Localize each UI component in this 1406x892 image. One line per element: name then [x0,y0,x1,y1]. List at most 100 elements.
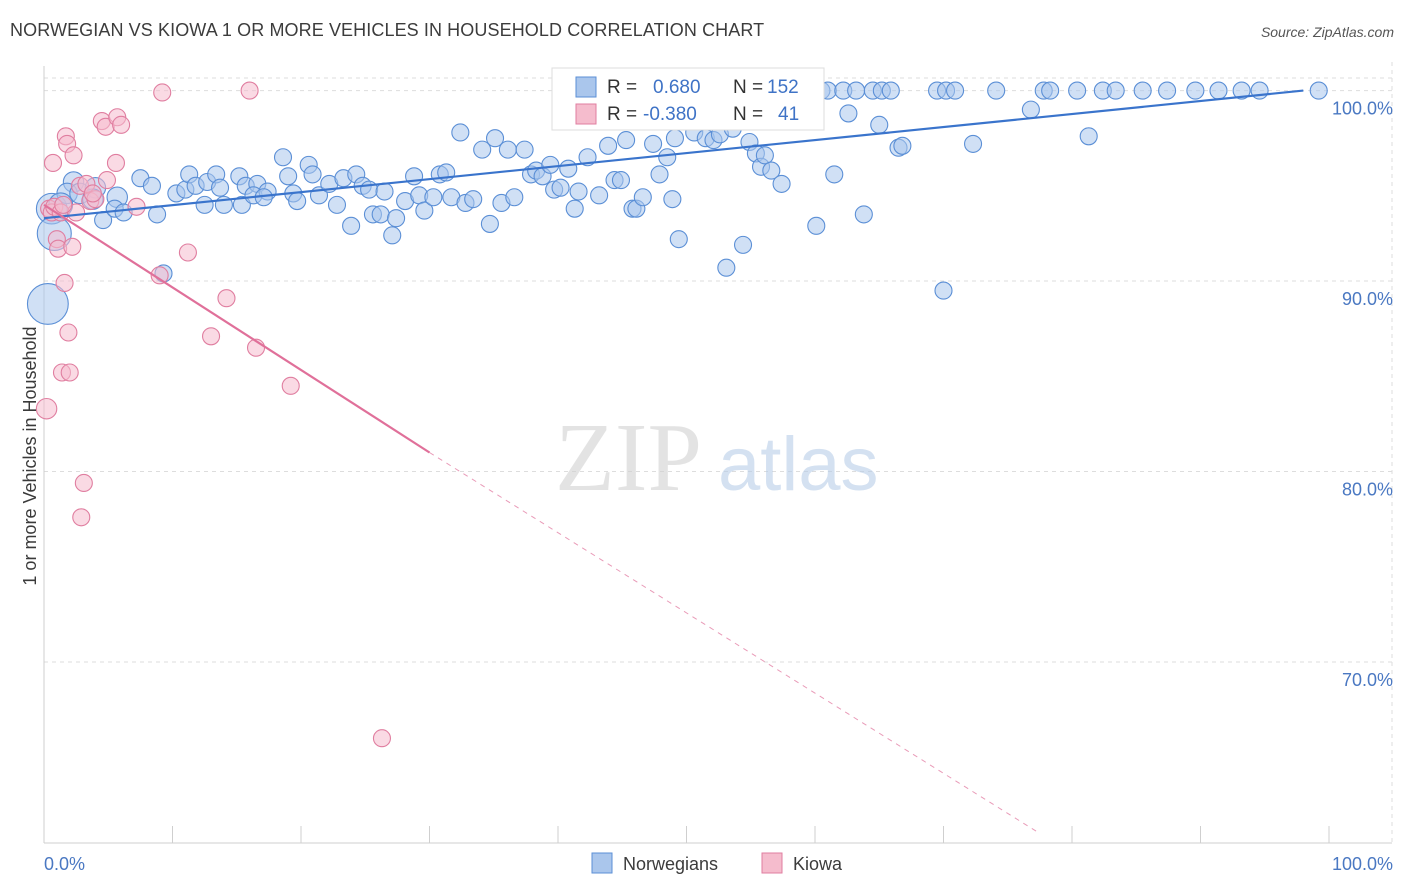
n-value-kiowa: 41 [778,104,799,125]
r-label-kiowa: R = [607,104,637,125]
point-norwegians [658,148,677,167]
point-norwegians [1068,81,1087,100]
point-norwegians [599,136,618,155]
point-norwegians [142,176,161,195]
point-norwegians [762,161,781,180]
point-norwegians [327,195,347,214]
point-kiowa [43,153,63,173]
point-norwegians [825,165,844,184]
point-norwegians [669,230,688,249]
point-norwegians [387,209,406,228]
point-norwegians [881,81,900,100]
stats-swatch-norwegians [575,76,597,98]
point-norwegians [1106,81,1125,100]
r-value-norwegians: 0.680 [653,77,701,98]
point-norwegians [375,182,394,201]
point-kiowa [60,363,79,382]
point-kiowa [281,376,300,395]
point-norwegians [964,134,983,153]
point-norwegians [279,167,298,186]
point-norwegians [1041,81,1060,100]
legend-label-kiowa: Kiowa [793,854,843,874]
point-norwegians [383,226,402,245]
point-kiowa [64,146,83,165]
legend-swatch-norwegians [591,852,613,874]
point-norwegians [611,171,631,190]
point-kiowa [106,153,126,173]
point-norwegians [26,282,69,325]
point-norwegians [934,281,953,300]
point-norwegians [569,182,588,201]
point-norwegians [946,81,965,100]
point-norwegians [893,136,912,155]
point-norwegians [480,214,499,233]
x-tick-label-max: 100.0% [1332,854,1393,874]
legend-label-norwegians: Norwegians [623,854,718,874]
point-norwegians [498,140,517,159]
point-kiowa [97,171,117,190]
point-norwegians [1158,81,1177,100]
watermark-atlas: atlas [718,422,879,507]
point-norwegians [839,104,858,123]
point-kiowa [63,237,82,256]
point-kiowa [240,81,259,100]
point-norwegians [485,129,505,148]
y-tick-label: 80.0% [1342,480,1393,500]
x-tick-label-min: 0.0% [44,854,85,874]
trend-layer [43,89,1304,834]
r-label-norwegians: R = [607,77,637,98]
point-norwegians [473,140,492,159]
point-kiowa [153,83,172,102]
point-norwegians [578,148,597,167]
point-norwegians [665,129,684,148]
source-label: Source: ZipAtlas.com [1260,24,1394,40]
point-norwegians [505,188,524,207]
legend-swatch-kiowa [761,852,783,874]
n-value-norwegians: 152 [767,77,799,98]
point-norwegians [273,148,293,167]
point-norwegians [854,205,873,224]
point-norwegians [617,131,636,150]
point-kiowa [150,266,169,285]
point-norwegians [451,123,470,142]
point-norwegians [1186,81,1205,100]
point-norwegians [1133,81,1152,100]
point-norwegians [424,188,443,207]
point-norwegians [551,178,570,197]
point-norwegians [559,159,578,178]
chart-title: NORWEGIAN VS KIOWA 1 OR MORE VEHICLES IN… [10,20,765,40]
point-kiowa [54,195,73,214]
point-norwegians [541,155,560,174]
point-norwegians [1021,100,1040,119]
point-norwegians [371,205,390,224]
point-norwegians [515,140,534,159]
point-norwegians [195,195,214,214]
point-norwegians [772,174,791,193]
point-norwegians [415,201,434,220]
y-tick-label: 90.0% [1342,289,1393,309]
point-norwegians [288,192,307,211]
point-norwegians [644,134,663,153]
point-norwegians [755,146,774,165]
r-value-kiowa: -0.380 [643,104,697,125]
y-tick-label: 100.0% [1332,99,1393,119]
point-norwegians [717,258,736,277]
point-norwegians [807,216,826,235]
point-norwegians [1309,81,1328,100]
n-label-norwegians: N = [733,77,763,98]
point-norwegians [303,165,322,184]
watermark-zip: ZIP [555,404,702,512]
point-norwegians [650,165,669,184]
point-kiowa [372,729,392,748]
point-kiowa [202,327,221,346]
point-norwegians [987,81,1006,100]
trendline-kiowa [43,203,431,454]
point-norwegians [870,115,889,134]
point-norwegians [210,178,230,197]
point-norwegians [565,199,584,218]
trendline-extension-kiowa [429,452,1041,834]
point-norwegians [1209,81,1228,100]
n-label-kiowa: N = [733,104,763,125]
point-norwegians [663,190,682,209]
point-kiowa [217,289,236,308]
